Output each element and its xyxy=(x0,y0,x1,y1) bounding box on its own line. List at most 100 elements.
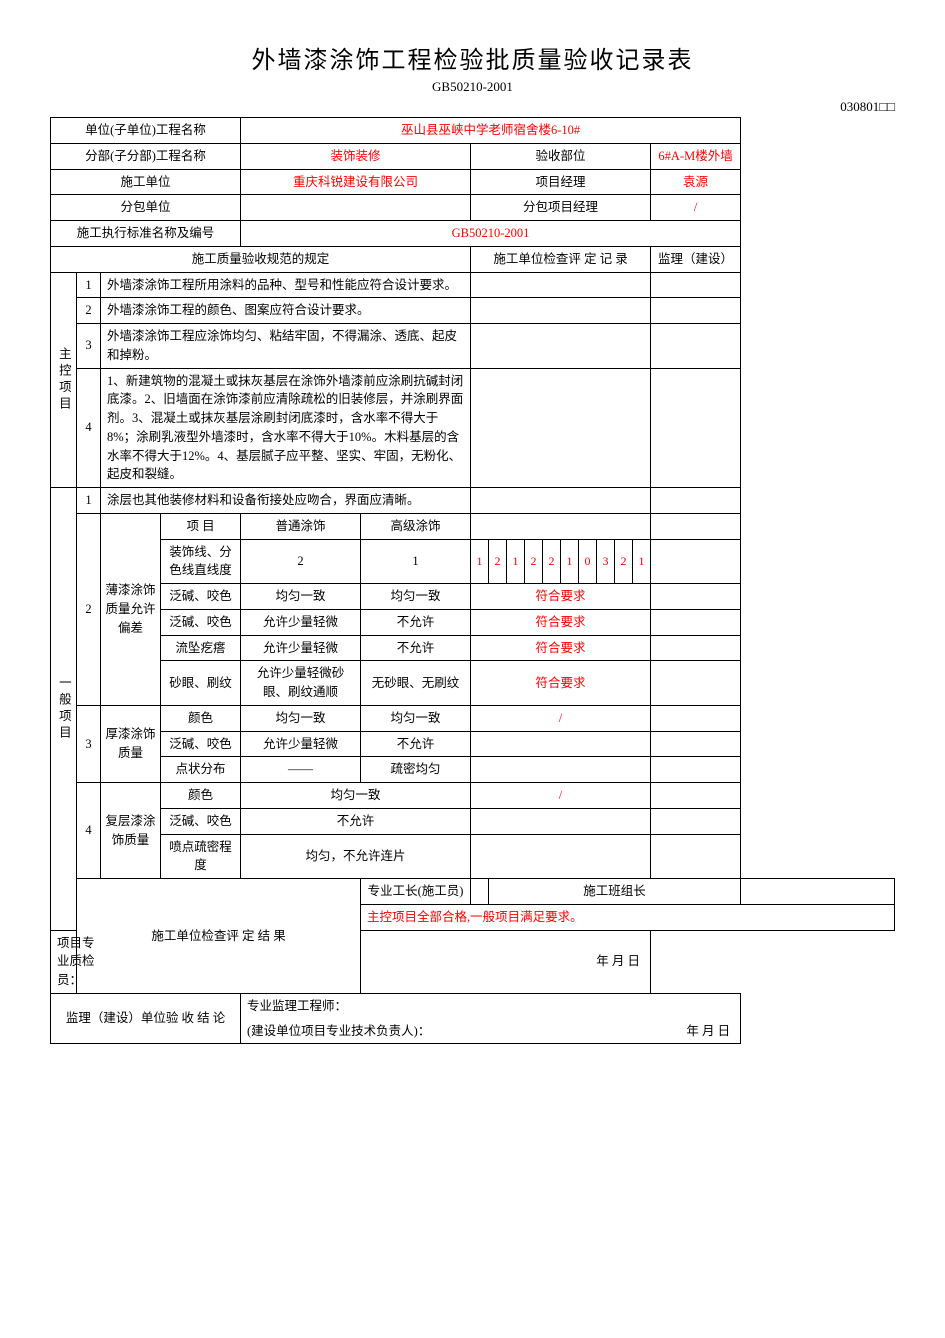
construct-label: 施工单位 xyxy=(51,169,241,195)
gen-3-0-super xyxy=(651,705,741,731)
main-row-2: 2 外墙漆涂饰工程的颜色、图案应符合设计要求。 xyxy=(51,298,895,324)
gen-3-sub2: 点状分布 —— 疏密均匀 xyxy=(51,757,895,783)
inspector-label: 项目专业质检员： xyxy=(51,930,101,993)
owner-tech: (建设单位项目专业技术负责人)： xyxy=(241,1019,471,1044)
hdr-row-5: 施工执行标准名称及编号 GB50210-2001 xyxy=(51,221,895,247)
main-1-super xyxy=(651,272,741,298)
main-row-3: 3 外墙漆涂饰工程应涂饰均匀、粘结牢固，不得漏涂、透底、起皮和掉粉。 xyxy=(51,324,895,369)
main-2-text: 外墙漆涂饰工程的颜色、图案应符合设计要求。 xyxy=(101,298,471,324)
gen-2-h-super xyxy=(651,513,741,539)
std-label: 施工执行标准名称及编号 xyxy=(51,221,241,247)
gen-3-2-item: 点状分布 xyxy=(161,757,241,783)
gen-4-0-merged: 均匀一致 xyxy=(241,783,471,809)
accept-pos-label: 验收部位 xyxy=(471,143,651,169)
main-4-text: 1、新建筑物的混凝土或抹灰基层在涂饰外墙漆前应涂刷抗碱封闭底漆。2、旧墙面在涂饰… xyxy=(101,368,471,488)
gen-2-4-item: 砂眼、刷纹 xyxy=(161,661,241,706)
main-1-text: 外墙漆涂饰工程所用涂料的品种、型号和性能应符合设计要求。 xyxy=(101,272,471,298)
gen-3-n: 3 xyxy=(77,705,101,782)
gen-2-h-normal: 普通涂饰 xyxy=(241,513,361,539)
inspection-table: 单位(子单位)工程名称 巫山县巫峡中学老师宿舍楼6-10# 分部(子分部)工程名… xyxy=(50,117,895,1044)
gen-2-0-c9: 1 xyxy=(633,539,651,584)
main-row-1: 主控项目 1 外墙漆涂饰工程所用涂料的品种、型号和性能应符合设计要求。 xyxy=(51,272,895,298)
subpm-value: / xyxy=(651,195,741,221)
construct-value: 重庆科锐建设有限公司 xyxy=(241,169,471,195)
sub-value: 装饰装修 xyxy=(241,143,471,169)
gen-2-2-item: 泛碱、咬色 xyxy=(161,609,241,635)
gen-3-1-item: 泛碱、咬色 xyxy=(161,731,241,757)
gen-2-3-super xyxy=(651,635,741,661)
team-value xyxy=(741,879,895,905)
hdr-row-4: 分包单位 分包项目经理 / xyxy=(51,195,895,221)
gen-1-text: 涂层也其他装修材料和设备衔接处应吻合，界面应清晰。 xyxy=(101,488,471,514)
gen-2-sub0: 装饰线、分色线直线度 2 1 1 2 1 2 2 1 0 3 2 1 xyxy=(51,539,895,584)
gen-2-0-normal: 2 xyxy=(241,539,361,584)
gen-4-0-check: / xyxy=(471,783,651,809)
footer-super-row1: 监理（建设）单位验 收 结 论 专业监理工程师： xyxy=(51,993,895,1018)
gen-4-2-check xyxy=(471,834,651,879)
pm-value: 袁源 xyxy=(651,169,741,195)
main-label: 主控项目 xyxy=(51,272,77,488)
pm-label: 项目经理 xyxy=(471,169,651,195)
super-eng: 专业监理工程师： xyxy=(241,993,741,1018)
gen-2-sub1: 泛碱、咬色 均匀一致 均匀一致 符合要求 xyxy=(51,584,895,610)
check-result-label: 施工单位检查评 定 结 果 xyxy=(77,879,361,994)
main-2-n: 2 xyxy=(77,298,101,324)
hdr-row-2: 分部(子分部)工程名称 装饰装修 验收部位 6#A-M楼外墙 xyxy=(51,143,895,169)
hdr-row-3: 施工单位 重庆科锐建设有限公司 项目经理 袁源 xyxy=(51,169,895,195)
main-1-n: 1 xyxy=(77,272,101,298)
gen-4-1-merged: 不允许 xyxy=(241,808,471,834)
super-label: 监理（建设）单位验 收 结 论 xyxy=(51,993,241,1044)
gen-2-4-high: 无砂眼、无刷纹 xyxy=(361,661,471,706)
gen-2-0-c1: 2 xyxy=(489,539,507,584)
sub-label: 分部(子分部)工程名称 xyxy=(51,143,241,169)
gen-3-1-normal: 允许少量轻微 xyxy=(241,731,361,757)
gen-4-sub2: 喷点疏密程度 均匀，不允许连片 xyxy=(51,834,895,879)
main-1-check xyxy=(471,272,651,298)
gen-4-2-super xyxy=(651,834,741,879)
gen-3-2-check xyxy=(471,757,651,783)
gen-2-0-c8: 2 xyxy=(615,539,633,584)
gen-3-0-high: 均匀一致 xyxy=(361,705,471,731)
main-3-n: 3 xyxy=(77,324,101,369)
main-row-4: 4 1、新建筑物的混凝土或抹灰基层在涂饰外墙漆前应涂刷抗碱封闭底漆。2、旧墙面在… xyxy=(51,368,895,488)
gen-3-sub1: 泛碱、咬色 允许少量轻微 不允许 xyxy=(51,731,895,757)
gen-2-0-c0: 1 xyxy=(471,539,489,584)
gen-4-0-item: 颜色 xyxy=(161,783,241,809)
gen-2-1-check: 符合要求 xyxy=(471,584,651,610)
gen-2-1-high: 均匀一致 xyxy=(361,584,471,610)
gen-3-0-normal: 均匀一致 xyxy=(241,705,361,731)
accept-pos-value: 6#A-M楼外墙 xyxy=(651,143,741,169)
gen-2-sub4: 砂眼、刷纹 允许少量轻微砂眼、刷纹通顺 无砂眼、无刷纹 符合要求 xyxy=(51,661,895,706)
doc-code: 030801□□ xyxy=(50,99,895,115)
hdr-row-1: 单位(子单位)工程名称 巫山县巫峡中学老师宿舍楼6-10# xyxy=(51,118,895,144)
gen-3-2-high: 疏密均匀 xyxy=(361,757,471,783)
gen-4-1-super xyxy=(651,808,741,834)
gen-label: 一般项目 xyxy=(51,488,77,931)
gen-2-1-normal: 均匀一致 xyxy=(241,584,361,610)
gen-1-check xyxy=(471,488,651,514)
gen-2-0-c6: 0 xyxy=(579,539,597,584)
foreman-label: 专业工长(施工员) xyxy=(361,879,471,905)
gen-3-2-super xyxy=(651,757,741,783)
gen-2-h-item: 项 目 xyxy=(161,513,241,539)
gen-4-1-item: 泛碱、咬色 xyxy=(161,808,241,834)
gen-2-0-super xyxy=(651,539,741,584)
gen-2-header: 2 薄漆涂饰质量允许偏差 项 目 普通涂饰 高级涂饰 xyxy=(51,513,895,539)
std-value: GB50210-2001 xyxy=(241,221,741,247)
gen-2-3-high: 不允许 xyxy=(361,635,471,661)
gen-2-4-normal: 允许少量轻微砂眼、刷纹通顺 xyxy=(241,661,361,706)
gen-2-2-check: 符合要求 xyxy=(471,609,651,635)
gen-2-0-c5: 1 xyxy=(561,539,579,584)
col-header-row: 施工质量验收规范的规定 施工单位检查评 定 记 录 监理（建设） xyxy=(51,246,895,272)
super-date: 年 月 日 xyxy=(471,1019,741,1044)
gen-3-name: 厚漆涂饰质量 xyxy=(101,705,161,782)
gen-2-h-high: 高级涂饰 xyxy=(361,513,471,539)
gen-1-n: 1 xyxy=(77,488,101,514)
gen-3-1-super xyxy=(651,731,741,757)
gen-4-0-super xyxy=(651,783,741,809)
gen-4-n: 4 xyxy=(77,783,101,879)
gen-4-1-check xyxy=(471,808,651,834)
gen-2-2-super xyxy=(651,609,741,635)
subpkg-value xyxy=(241,195,471,221)
gen-4-sub0: 4 复层漆涂饰质量 颜色 均匀一致 / xyxy=(51,783,895,809)
